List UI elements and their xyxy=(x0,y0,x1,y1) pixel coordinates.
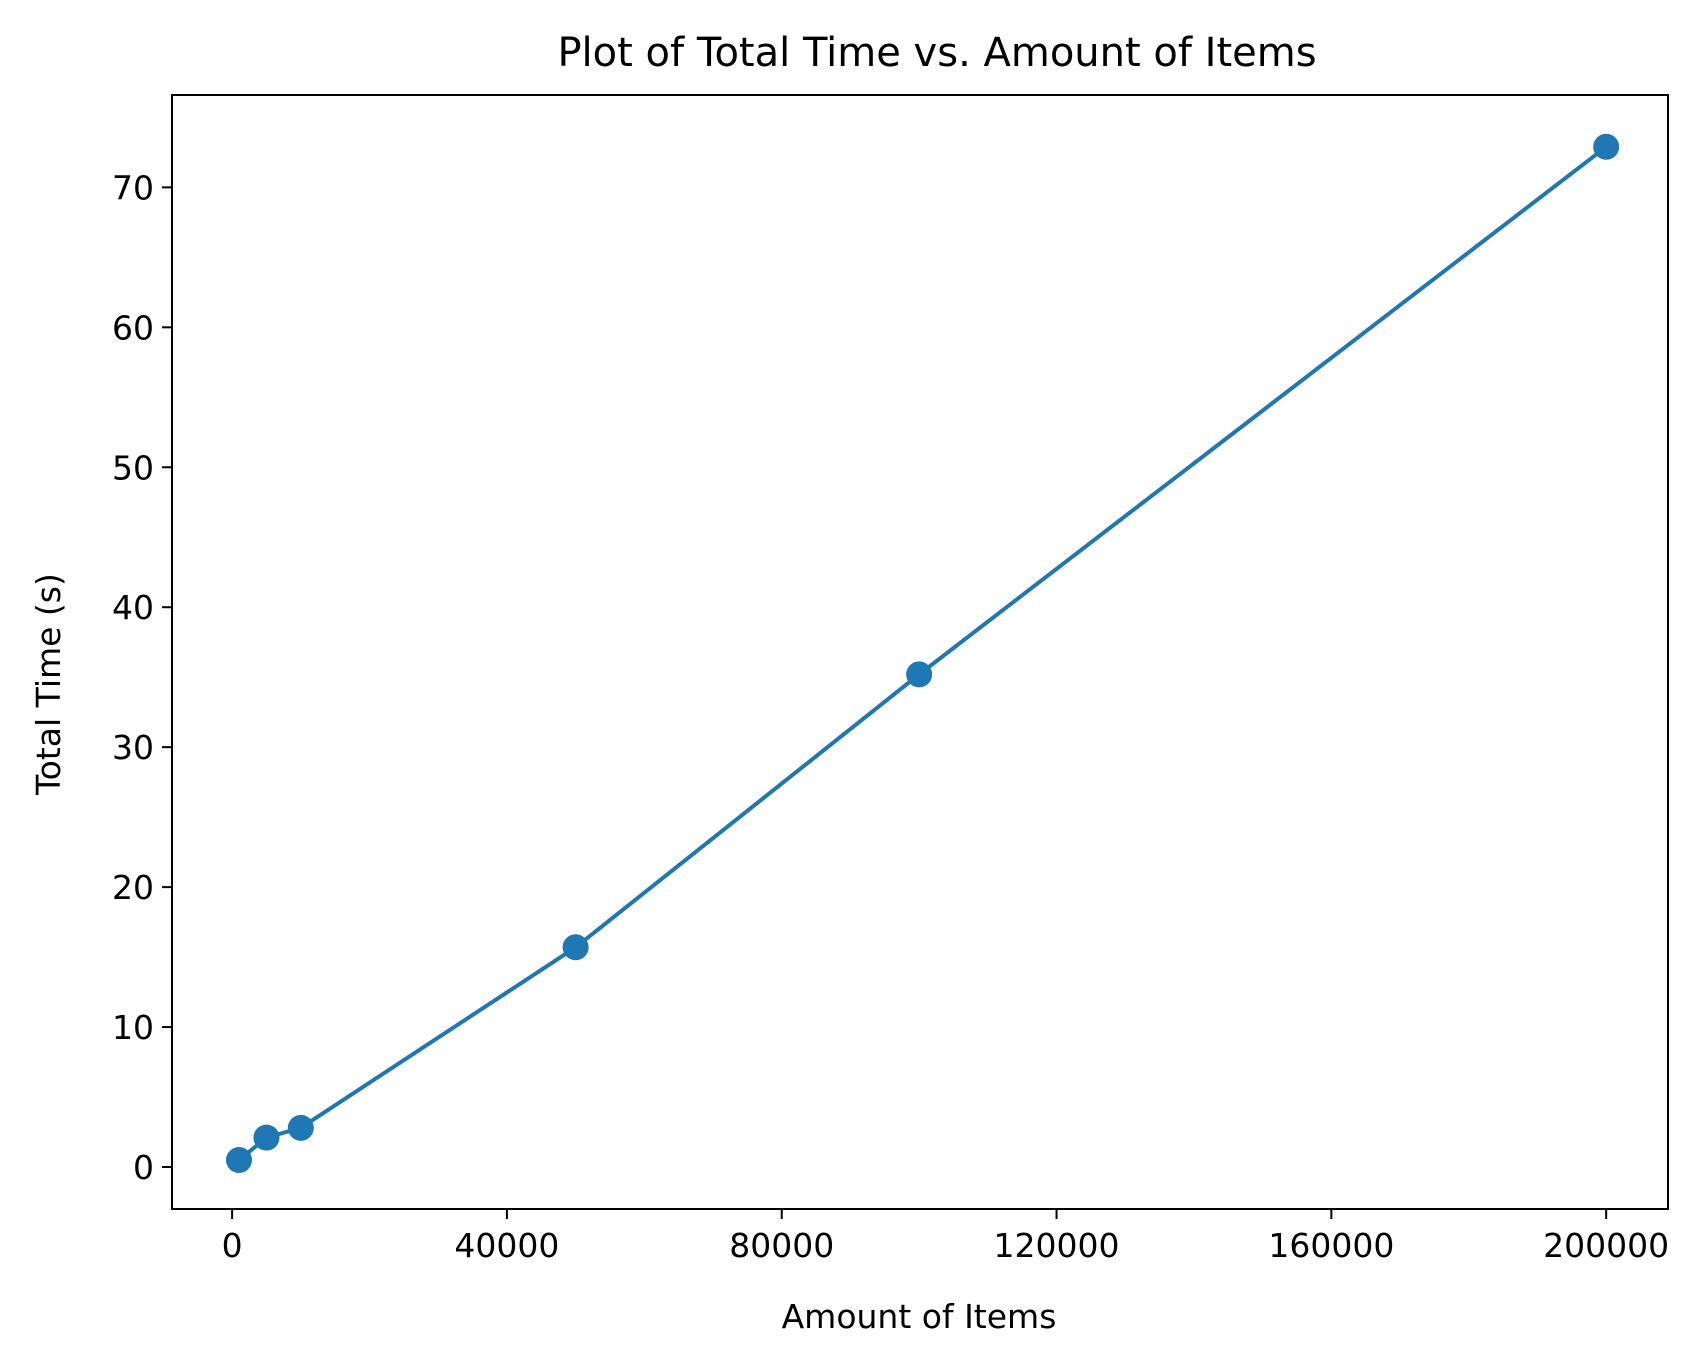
x-axis-label: Amount of Items xyxy=(782,1297,1057,1336)
y-tick-label: 10 xyxy=(112,1008,154,1047)
plot-frame xyxy=(171,94,1669,1210)
x-tick-label: 40000 xyxy=(454,1226,559,1265)
y-tick-label: 40 xyxy=(112,588,154,627)
data-point xyxy=(562,934,589,961)
y-tick-label: 30 xyxy=(112,728,154,767)
y-tick-label: 70 xyxy=(112,168,154,207)
chart-title: Plot of Total Time vs. Amount of Items xyxy=(557,30,1316,76)
data-point xyxy=(906,661,933,688)
y-tick-label: 20 xyxy=(112,868,154,907)
data-point xyxy=(1593,133,1620,160)
y-tick-label: 0 xyxy=(133,1148,154,1187)
data-point xyxy=(253,1124,280,1151)
x-tick-label: 200000 xyxy=(1543,1226,1669,1265)
plot-area: 0 40000 80000 120000 160000 200000 0 10 20 30 40 50… xyxy=(112,94,1669,1265)
data-point xyxy=(287,1114,314,1141)
y-tick-label: 60 xyxy=(112,308,154,347)
x-tick-label: 120000 xyxy=(994,1226,1120,1265)
x-tick-label: 160000 xyxy=(1268,1226,1394,1265)
series-line xyxy=(237,145,1608,1162)
y-tick-label: 50 xyxy=(112,448,154,487)
x-tick-label: 0 xyxy=(222,1226,243,1265)
x-tick-label: 80000 xyxy=(729,1226,834,1265)
y-axis-label: Total Time (s) xyxy=(29,573,68,796)
data-point xyxy=(225,1147,252,1174)
